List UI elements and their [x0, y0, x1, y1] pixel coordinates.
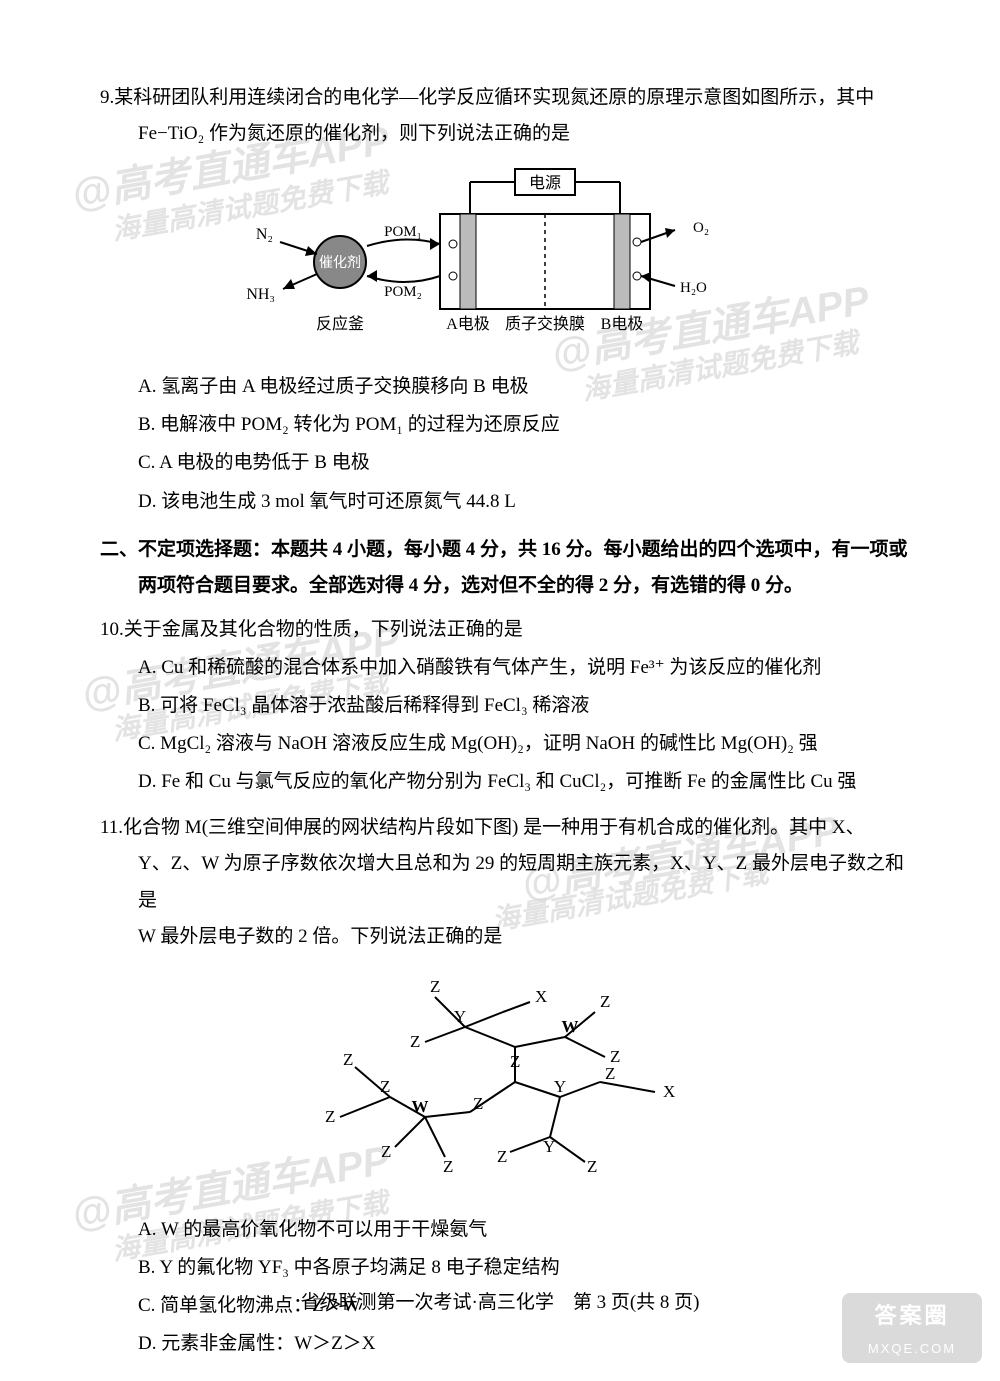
svg-text:催化剂: 催化剂 [319, 255, 361, 271]
q11-option-a: A. W 的最高价氧化物不可以用于干燥氨气 [138, 1212, 910, 1248]
svg-text:H₂O: H₂O [680, 280, 707, 296]
svg-text:POM₁: POM₁ [384, 224, 422, 240]
q11-option-c: C. 简单氢化物沸点：Z＞W [138, 1288, 910, 1324]
svg-text:POM₂: POM₂ [384, 284, 422, 300]
svg-text:W: W [562, 1017, 579, 1036]
q11-stem3: W 最外层电子数的 2 倍。下列说法正确的是 [138, 919, 910, 955]
svg-text:质子交换膜: 质子交换膜 [505, 315, 585, 333]
svg-text:N₂: N₂ [256, 226, 273, 243]
q11-option-d: D. 元素非金属性：W＞Z＞X [138, 1326, 910, 1362]
diag-power: 电源 [529, 174, 561, 192]
svg-text:Z: Z [473, 1094, 483, 1113]
q10-stem: 关于金属及其化合物的性质，下列说法正确的是 [124, 619, 523, 640]
question-11: 11.化合物 M(三维空间伸展的网状结构片段如下图) 是一种用于有机合成的催化剂… [100, 810, 910, 1362]
q11-diagram: Y Z Z W Z Z Z Y Z X Y Z Z Z W Z Z [100, 967, 910, 1200]
q9-option-b: B. 电解液中 POM₂ 转化为 POM₁ 的过程为还原反应 [138, 407, 910, 443]
svg-text:Z: Z [443, 1157, 453, 1176]
q9-text1: 某科研团队利用连续闭合的电化学—化学反应循环实现氮还原的原理示意图如图所示，其中 [114, 87, 874, 108]
q11-stem2: Y、Z、W 为原子序数依次增大且总和为 29 的短周期主族元素，X、Y、Z 最外… [138, 846, 910, 918]
svg-text:Y: Y [554, 1077, 566, 1096]
svg-text:Y: Y [543, 1137, 555, 1156]
q9-option-a: A. 氢离子由 A 电极经过质子交换膜移向 B 电极 [138, 369, 910, 405]
svg-text:W: W [412, 1097, 429, 1116]
q9-diagram: 电源 催化剂 N₂ [100, 164, 910, 357]
svg-text:Z: Z [600, 992, 610, 1011]
svg-text:X: X [663, 1082, 675, 1101]
svg-text:Z: Z [510, 1052, 520, 1071]
svg-text:B电极: B电极 [601, 315, 644, 333]
q9-option-d: D. 该电池生成 3 mol 氧气时可还原氮气 44.8 L [138, 484, 910, 520]
q11-stem1: 化合物 M(三维空间伸展的网状结构片段如下图) 是一种用于有机合成的催化剂。其中… [123, 817, 865, 838]
svg-text:反应釜: 反应釜 [316, 314, 364, 333]
svg-text:Z: Z [605, 1064, 615, 1083]
svg-text:Z: Z [343, 1050, 353, 1069]
q9-number: 9. [100, 87, 114, 108]
q10-option-c: C. MgCl₂ 溶液与 NaOH 溶液反应生成 Mg(OH)₂，证明 NaOH… [138, 726, 910, 762]
q9-stem-line1: 9.某科研团队利用连续闭合的电化学—化学反应循环实现氮还原的原理示意图如图所示，… [138, 80, 910, 116]
q9-stem-line2: Fe−TiO₂ 作为氮还原的催化剂，则下列说法正确的是 [138, 116, 910, 152]
q10-number: 10. [100, 619, 124, 640]
question-9: 9.某科研团队利用连续闭合的电化学—化学反应循环实现氮还原的原理示意图如图所示，… [100, 80, 910, 520]
question-10: 10.关于金属及其化合物的性质，下列说法正确的是 A. Cu 和稀硫酸的混合体系… [100, 612, 910, 800]
svg-text:Z: Z [410, 1032, 420, 1051]
svg-text:NH₃: NH₃ [246, 286, 275, 303]
svg-text:Z: Z [381, 1142, 391, 1161]
q11-number: 11. [100, 817, 123, 838]
q10-option-d: D. Fe 和 Cu 与氯气反应的氧化产物分别为 FeCl₃ 和 CuCl₂，可… [138, 764, 910, 800]
svg-text:Y: Y [454, 1007, 466, 1026]
q11-option-b: B. Y 的氟化物 YF₃ 中各原子均满足 8 电子稳定结构 [138, 1250, 910, 1286]
svg-text:X: X [535, 987, 547, 1006]
svg-text:O₂: O₂ [693, 220, 709, 236]
q10-option-b: B. 可将 FeCl₃ 晶体溶于浓盐酸后稀释得到 FeCl₃ 稀溶液 [138, 688, 910, 724]
svg-text:Z: Z [325, 1107, 335, 1126]
svg-text:Z: Z [380, 1077, 390, 1096]
q9-option-c: C. A 电极的电势低于 B 电极 [138, 445, 910, 481]
section-2-header: 二、不定项选择题：本题共 4 小题，每小题 4 分，共 16 分。每小题给出的四… [138, 532, 910, 604]
q10-option-a: A. Cu 和稀硫酸的混合体系中加入硝酸铁有气体产生，说明 Fe³⁺ 为该反应的… [138, 650, 910, 686]
svg-text:A电极: A电极 [446, 315, 490, 333]
svg-text:Z: Z [587, 1157, 597, 1176]
svg-text:Z: Z [430, 977, 440, 996]
svg-text:Z: Z [497, 1147, 507, 1166]
